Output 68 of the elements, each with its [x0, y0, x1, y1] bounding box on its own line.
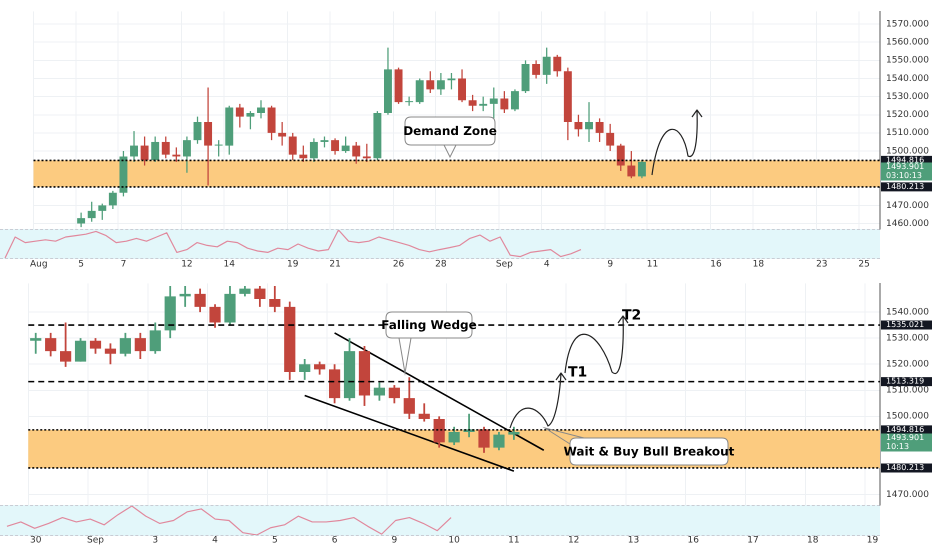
x-tick-label: 9: [607, 260, 614, 270]
text: 1493.901: [886, 433, 924, 442]
y-tick-label: 1510.000: [886, 386, 930, 396]
text: 10:13: [886, 442, 910, 452]
x-tick-label: 30: [30, 536, 42, 546]
y-tick-label: 1540.000: [886, 74, 930, 84]
ref-line-label: 1480.213: [886, 182, 924, 191]
x-tick-label: 5: [272, 536, 278, 546]
annotation: Falling Wedge: [381, 318, 477, 332]
y-tick-label: 1500.000: [886, 146, 930, 156]
x-tick-label: 26: [392, 260, 405, 270]
candlestick: [214, 140, 223, 156]
x-tick-label: 14: [224, 260, 236, 270]
y-tick-label: 1500.000: [886, 412, 930, 422]
x-tick-label: 16: [687, 536, 700, 546]
annotation: Wait & Buy Bull Breakout: [564, 444, 735, 459]
x-tick-label: 16: [710, 260, 722, 270]
x-tick-label: 18: [752, 260, 764, 270]
x-tick-label: 18: [807, 536, 819, 546]
y-tick-label: 1470.000: [886, 200, 930, 211]
annotation: Demand Zone: [403, 124, 497, 138]
x-tick-label: 6: [332, 536, 338, 546]
y-tick-label: 1560.000: [886, 38, 930, 48]
x-tick-label: 25: [858, 260, 870, 270]
y-tick-label: 1510.000: [886, 128, 930, 138]
candlestick: [172, 147, 180, 162]
x-tick-label: 13: [628, 536, 640, 546]
y-tick-label: 1470.000: [886, 490, 930, 500]
y-tick-label: 1530.000: [886, 333, 930, 344]
y-tick-label: 1520.000: [886, 110, 930, 120]
x-tick-label: 11: [646, 260, 658, 270]
annotation: T2: [622, 308, 642, 324]
x-tick-label: 3: [152, 536, 158, 546]
x-tick-label: 4: [212, 536, 218, 546]
candlestick: [362, 144, 371, 162]
x-tick-label: 9: [391, 536, 398, 546]
x-tick-label: 4: [544, 260, 550, 270]
candlestick: [405, 96, 414, 106]
ref-line-label: 1480.213: [886, 463, 924, 472]
x-tick-label: 10: [448, 536, 460, 546]
x-tick-label: 23: [816, 260, 828, 270]
y-tick-label: 1530.000: [886, 92, 930, 102]
y-tick-label: 1570.000: [886, 19, 930, 30]
text: 1493.901: [886, 162, 924, 172]
x-tick-label: 7: [120, 260, 126, 270]
annotation: T1: [568, 364, 588, 380]
x-tick-label: 11: [508, 536, 520, 546]
y-tick-label: 1460.000: [886, 218, 930, 229]
y-tick-label: 1550.000: [886, 56, 930, 66]
ref-line-label: 1535.021: [886, 320, 924, 330]
x-tick-label: 17: [747, 536, 759, 546]
x-tick-label: Aug: [30, 260, 48, 270]
candlestick: [490, 88, 498, 118]
text: 03:10:13: [886, 171, 922, 180]
y-tick-label: 1540.000: [886, 307, 930, 318]
x-tick-label: 12: [568, 536, 580, 546]
candlestick: [278, 122, 286, 146]
x-tick-label: 12: [181, 260, 193, 270]
x-tick-label: 19: [866, 536, 879, 546]
y-tick-label: 1520.000: [886, 360, 930, 370]
x-tick-label: 21: [329, 260, 341, 270]
x-tick-label: 28: [435, 260, 447, 270]
x-tick-label: Sep: [87, 536, 104, 546]
ref-line-label: 1513.319: [886, 376, 924, 386]
ref-line-label: 1494.816: [886, 424, 924, 434]
x-tick-label: 19: [287, 260, 299, 270]
x-tick-label: 5: [78, 260, 84, 270]
x-tick-label: Sep: [496, 260, 514, 270]
